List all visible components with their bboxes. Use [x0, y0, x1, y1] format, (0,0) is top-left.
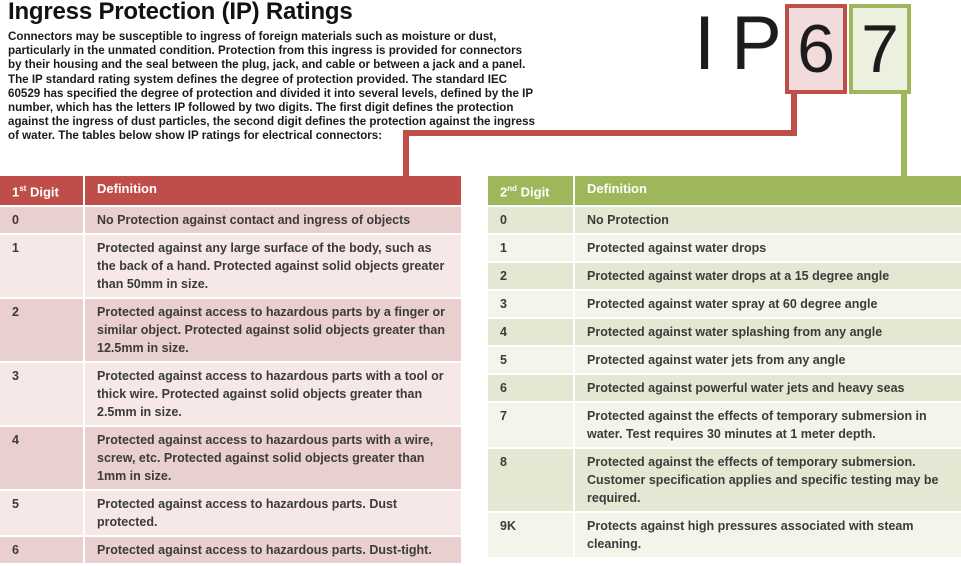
- definition-cell: Protected against the effects of tempora…: [575, 449, 961, 512]
- red-connector-line-vertical-top: [791, 92, 797, 136]
- second-digit-table: 2nd Digit Definition 0 No Protection 1 P…: [488, 176, 961, 559]
- red-connector-line-horizontal: [403, 130, 797, 136]
- table-row: 8 Protected against the effects of tempo…: [488, 449, 961, 512]
- digit-cell: 6: [0, 537, 83, 564]
- red-connector-line-vertical-bottom: [403, 134, 409, 178]
- digit-cell: 9K: [488, 513, 573, 558]
- definition-cell: Protected against water jets from any an…: [575, 347, 961, 374]
- table1-header-row: 1st Digit Definition: [0, 176, 461, 206]
- digit-cell: 8: [488, 449, 573, 512]
- table-row: 4 Protected against water splashing from…: [488, 319, 961, 346]
- definition-cell: No Protection against contact and ingres…: [85, 207, 461, 234]
- definition-cell: Protected against access to hazardous pa…: [85, 363, 461, 426]
- definition-cell: Protected against any large surface of t…: [85, 235, 461, 298]
- digit-cell: 4: [488, 319, 573, 346]
- digit-cell: 1: [488, 235, 573, 262]
- table-row: 2 Protected against access to hazardous …: [0, 299, 461, 362]
- digit-cell: 3: [0, 363, 83, 426]
- definition-cell: Protected against powerful water jets an…: [575, 375, 961, 402]
- digit-cell: 4: [0, 427, 83, 490]
- table-row: 6 Protected against access to hazardous …: [0, 537, 461, 564]
- digit-cell: 7: [488, 403, 573, 448]
- table2-header-row: 2nd Digit Definition: [488, 176, 961, 206]
- table-row: 5 Protected against water jets from any …: [488, 347, 961, 374]
- digit-cell: 2: [0, 299, 83, 362]
- definition-cell: Protects against high pressures associat…: [575, 513, 961, 558]
- first-digit-box: 6: [785, 4, 847, 94]
- definition-cell: Protected against water spray at 60 degr…: [575, 291, 961, 318]
- page-title: Ingress Protection (IP) Ratings: [8, 0, 353, 25]
- ip-prefix-label: IP: [694, 1, 798, 86]
- digit-cell: 6: [488, 375, 573, 402]
- table-row: 0 No Protection against contact and ingr…: [0, 207, 461, 234]
- ordinal-superscript: nd: [507, 184, 518, 193]
- digit-cell: 5: [488, 347, 573, 374]
- digit-cell: 0: [0, 207, 83, 234]
- first-digit-value: 6: [797, 11, 835, 87]
- table-row: 4 Protected against access to hazardous …: [0, 427, 461, 490]
- digit-cell: 1: [0, 235, 83, 298]
- green-connector-line-vertical: [901, 92, 907, 178]
- definition-cell: Protected against water drops at a 15 de…: [575, 263, 961, 290]
- table-row: 3 Protected against water spray at 60 de…: [488, 291, 961, 318]
- table2-header-definition: Definition: [575, 176, 961, 206]
- table-row: 3 Protected against access to hazardous …: [0, 363, 461, 426]
- table-row: 7 Protected against the effects of tempo…: [488, 403, 961, 448]
- digit-cell: 0: [488, 207, 573, 234]
- table-row: 9K Protects against high pressures assoc…: [488, 513, 961, 558]
- definition-cell: Protected against access to hazardous pa…: [85, 537, 461, 564]
- intro-paragraph: Connectors may be susceptible to ingress…: [8, 30, 535, 143]
- definition-cell: Protected against access to hazardous pa…: [85, 299, 461, 362]
- digit-cell: 2: [488, 263, 573, 290]
- table-row: 5 Protected against access to hazardous …: [0, 491, 461, 536]
- first-digit-table: 1st Digit Definition 0 No Protection aga…: [0, 176, 461, 565]
- definition-cell: Protected against access to hazardous pa…: [85, 491, 461, 536]
- definition-cell: Protected against access to hazardous pa…: [85, 427, 461, 490]
- ordinal-superscript: st: [19, 184, 27, 193]
- definition-cell: Protected against the effects of tempora…: [575, 403, 961, 448]
- table-row: 2 Protected against water drops at a 15 …: [488, 263, 961, 290]
- definition-cell: Protected against water splashing from a…: [575, 319, 961, 346]
- table1-header-definition: Definition: [85, 176, 461, 206]
- second-digit-box: 7: [849, 4, 911, 94]
- digit-cell: 3: [488, 291, 573, 318]
- definition-cell: Protected against water drops: [575, 235, 961, 262]
- table1-header-digit: 1st Digit: [0, 176, 83, 206]
- table-row: 0 No Protection: [488, 207, 961, 234]
- second-digit-value: 7: [861, 11, 899, 87]
- digit-cell: 5: [0, 491, 83, 536]
- table-row: 1 Protected against any large surface of…: [0, 235, 461, 298]
- definition-cell: No Protection: [575, 207, 961, 234]
- table2-header-digit: 2nd Digit: [488, 176, 573, 206]
- table-row: 1 Protected against water drops: [488, 235, 961, 262]
- table-row: 6 Protected against powerful water jets …: [488, 375, 961, 402]
